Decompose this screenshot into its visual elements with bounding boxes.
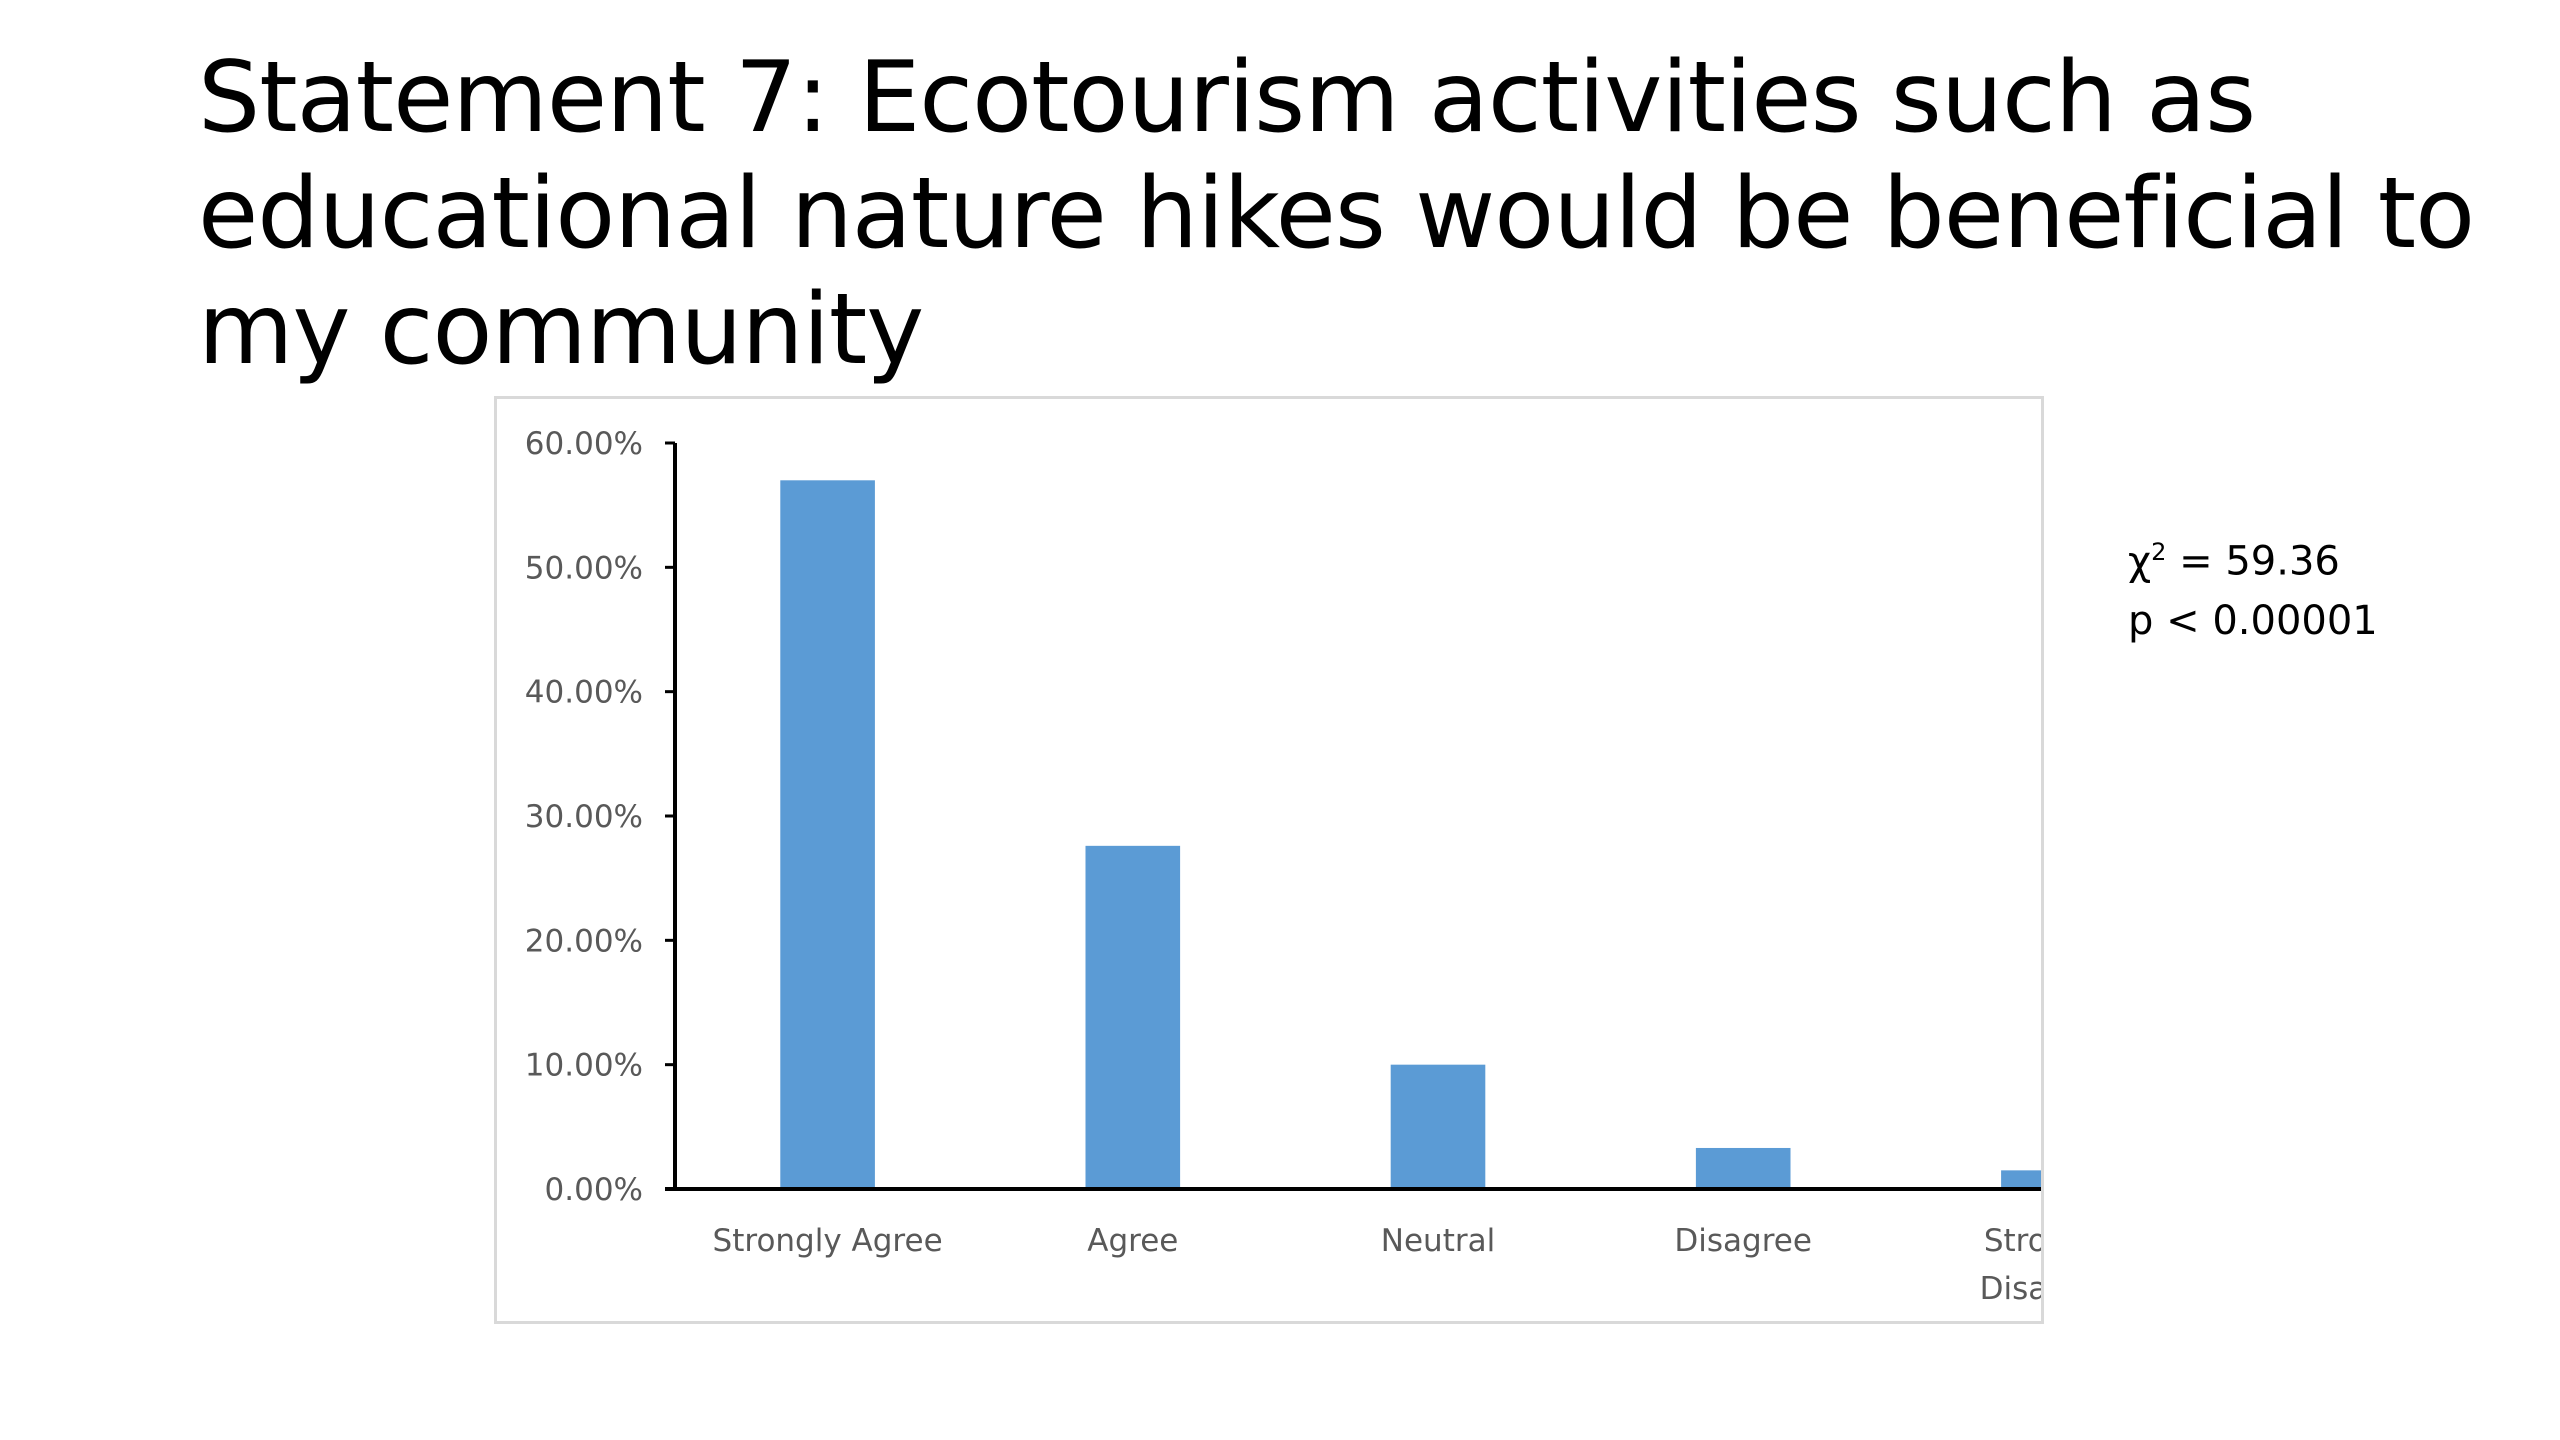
y-tick-label: 10.00% [525, 1048, 643, 1084]
title-line-1: Statement 7: Ecotourism activities such … [198, 41, 2256, 155]
title-line-2: educational nature hikes would be benefi… [198, 157, 2475, 271]
bar [2001, 1170, 2041, 1189]
p-value-line: p < 0.00001 [2128, 598, 2378, 645]
title-line-3: my community [198, 273, 924, 387]
chart-frame: 0.00% 10.00% 20.00% 30.00% 40.00% 50.00% 60.00… [494, 396, 2044, 1324]
chi-value: = 59.36 [2166, 538, 2340, 585]
bar [1085, 845, 1181, 1189]
x-tick-label: Strongly [1984, 1223, 2041, 1259]
bar-chart: 0.00% 10.00% 20.00% 30.00% 40.00% 50.00% 60.00… [525, 426, 2041, 1307]
y-tick-label: 50.00% [525, 550, 643, 586]
x-tick-label: Agree [1087, 1223, 1178, 1259]
slide-title: Statement 7: Ecotourism activities such … [198, 40, 2475, 388]
bar [780, 480, 875, 1189]
chi-square-line: χ2 = 59.36 [2128, 522, 2378, 591]
y-tick-label: 60.00% [525, 426, 643, 462]
y-tick-label: 0.00% [545, 1172, 643, 1208]
x-tick-label: Disagree [1674, 1223, 1812, 1259]
bar [1695, 1147, 1791, 1189]
chi-symbol: χ [2128, 538, 2152, 585]
y-tick-label: 20.00% [525, 923, 643, 959]
x-tick-label: Disagree [1980, 1271, 2041, 1307]
bar [1390, 1064, 1486, 1189]
chi-exponent: 2 [2151, 538, 2167, 566]
statistics-annotation: χ2 = 59.36 p < 0.00001 [2128, 522, 2378, 651]
y-tick-label: 40.00% [525, 675, 643, 711]
y-tick-label: 30.00% [525, 799, 643, 835]
x-tick-label: Neutral [1381, 1223, 1495, 1259]
x-tick-label: Strongly Agree [713, 1223, 943, 1259]
